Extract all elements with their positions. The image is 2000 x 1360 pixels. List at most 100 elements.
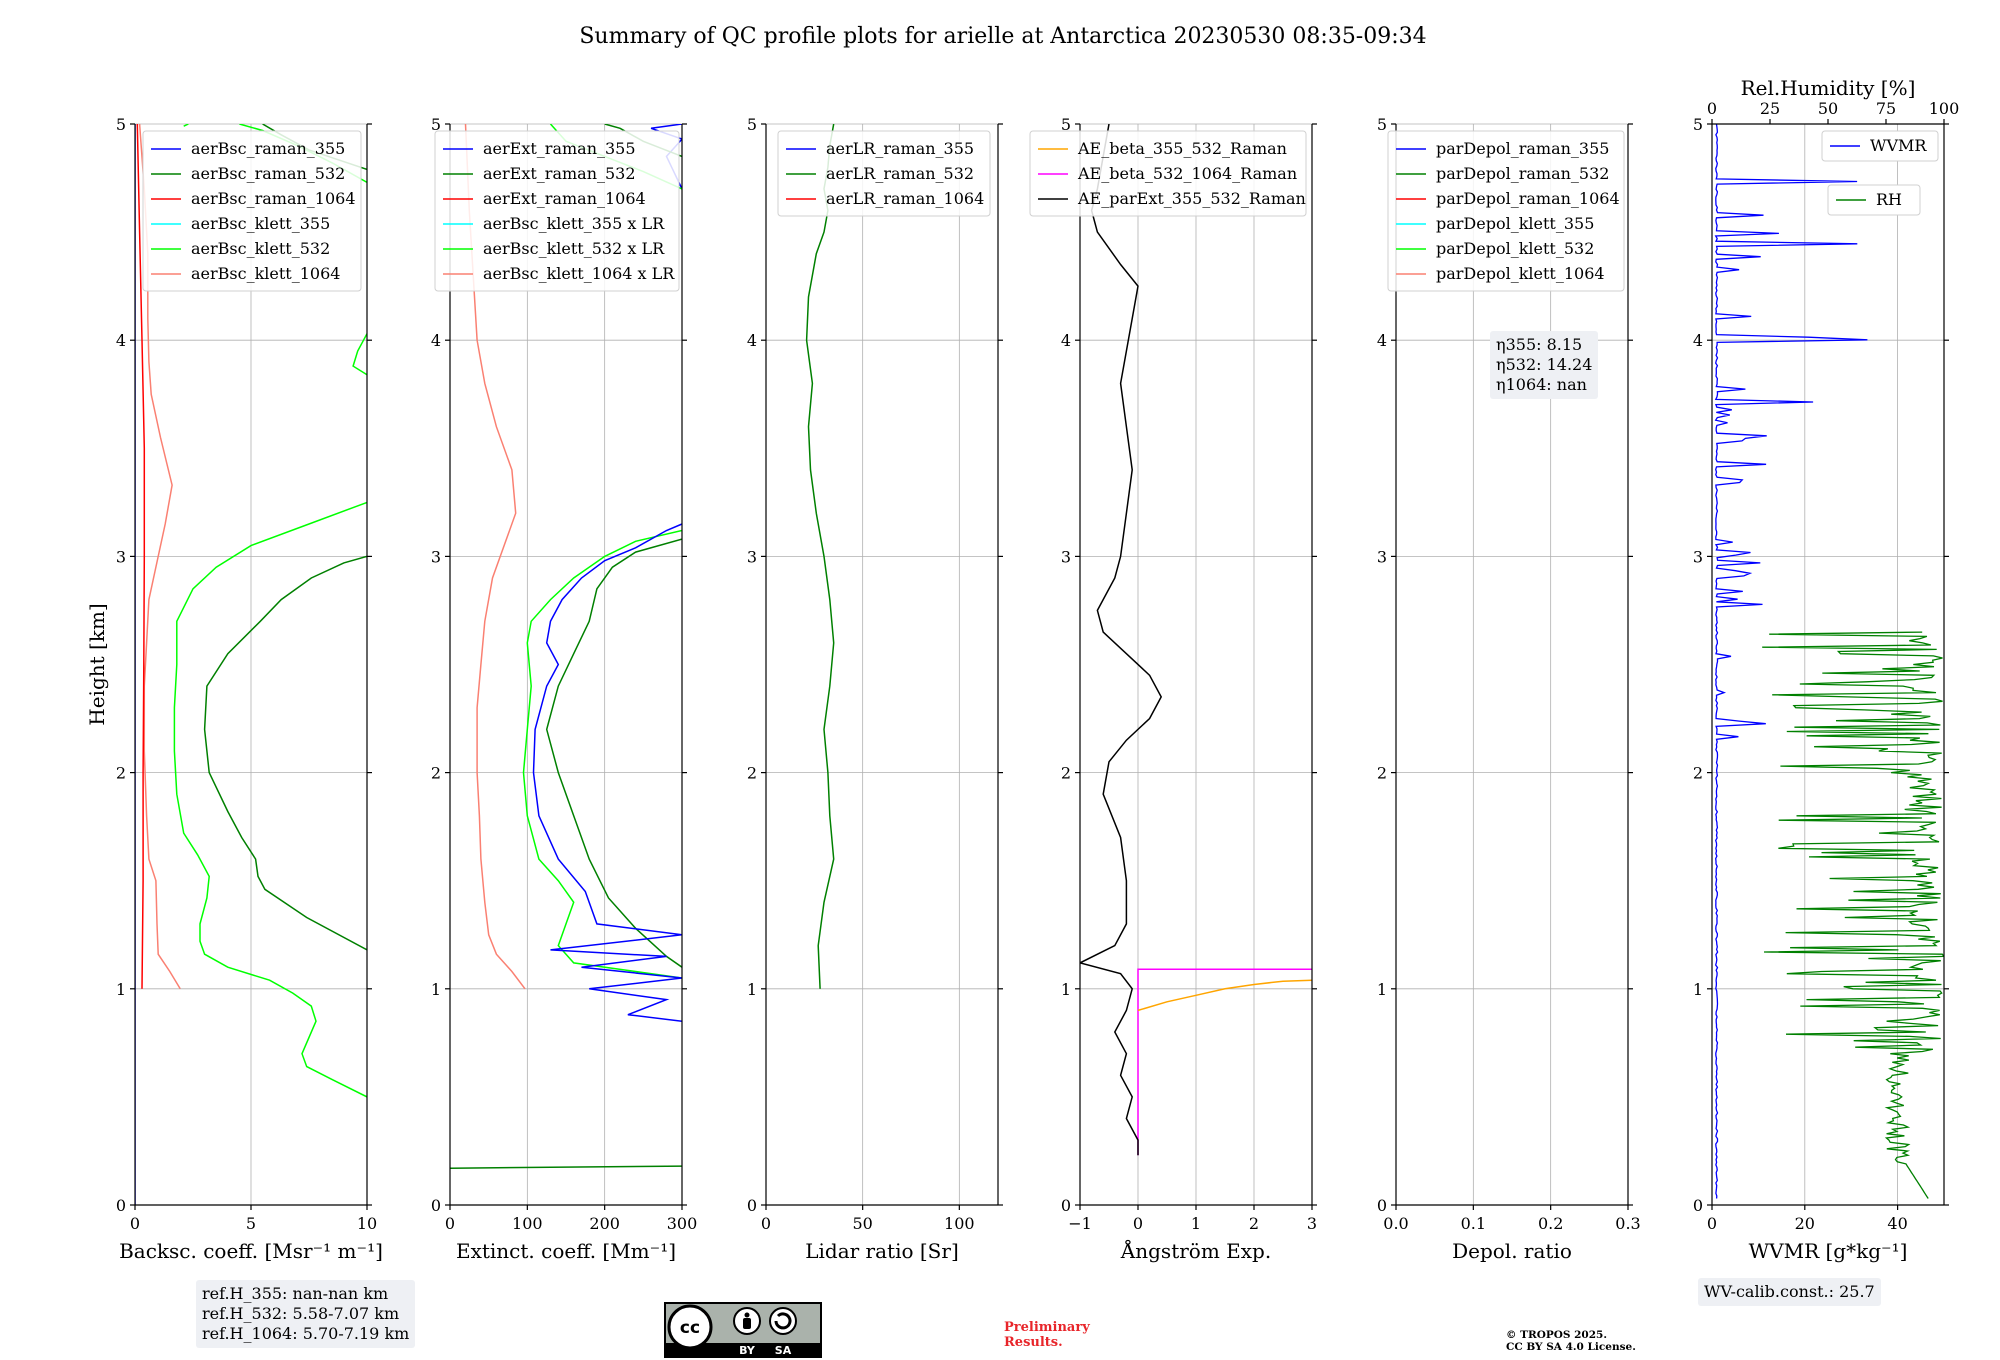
top-x-tick-label: 100 [1929,99,1960,118]
x-tick-label: 2 [1249,1214,1259,1233]
series-line-aerExt_raman_532 [545,538,682,968]
x-tick-label: 0 [445,1214,455,1233]
cc-license-logo: cc BY SA [664,1302,822,1358]
x-tick-label: 10 [357,1214,377,1233]
y-tick-label: 2 [1693,764,1703,783]
preliminary-note: Preliminary Results. [1004,1320,1090,1350]
y-tick-label: 2 [747,764,757,783]
preliminary-line-2: Results. [1004,1335,1063,1350]
series-line-RH [1762,631,1944,1199]
series-line-aerExt_raman_355 [532,523,682,1022]
copyright-note: © TROPOS 2025. CC BY SA 4.0 License. [1506,1329,1636,1353]
y-tick-label: 5 [1693,115,1703,134]
x-tick-label: 5 [246,1214,256,1233]
legend: aerBsc_raman_355 aerBsc_raman_532 aerBsc_r… [142,130,362,292]
x-tick-label: 0.0 [1383,1214,1408,1233]
y-tick-label: 4 [1377,331,1387,350]
x-axis-label: Lidar ratio [Sr] [805,1239,959,1263]
x-axis-label: Ångström Exp. [1120,1238,1271,1263]
series-line-AE_parExt_355_532_Raman [1080,124,1163,1156]
y-tick-label: 4 [1061,331,1071,350]
cc-icon [667,1304,713,1350]
x-axis-label: Depol. ratio [1452,1239,1572,1263]
y-tick-label: 3 [1061,547,1071,566]
x-tick-label: 100 [512,1214,543,1233]
series-line-AE_beta_355_532_Raman [1137,979,1312,1012]
ref-height-1064: ref.H_1064: 5.70-7.19 km [202,1324,410,1343]
x-axis-label: Extinct. coeff. [Mm⁻¹] [456,1239,676,1263]
sa-icon [769,1307,797,1335]
y-tick-label: 0 [1693,1196,1703,1215]
x-axis-label: Backsc. coeff. [Msr⁻¹ m⁻¹] [119,1239,383,1263]
x-tick-label: 0 [130,1214,140,1233]
legend: WVMR RH [1821,130,1939,216]
x-tick-label: 100 [944,1214,975,1233]
x-tick-label: −1 [1068,1214,1092,1233]
series-line-AE_beta_532_1064_Raman [1137,968,1312,1156]
y-tick-label: 3 [116,547,126,566]
legend-entry: aerBsc_klett_532 [191,239,330,258]
legend-entry: aerBsc_raman_1064 [191,189,356,208]
legend-entry: aerBsc_raman_355 [191,139,345,158]
legend-entry: aerBsc_klett_1064 x LR [483,264,675,283]
y-tick-label: 0 [431,1196,441,1215]
legend-entry: parDepol_raman_1064 [1436,189,1620,208]
series-line-aerBsc_raman_1064 [136,124,146,989]
y-tick-label: 0 [1061,1196,1071,1215]
x-axis-label: WVMR [g*kg⁻¹] [1749,1239,1908,1263]
top-x-tick-label: 25 [1760,99,1780,118]
top-x-tick-label: 50 [1818,99,1838,118]
legend-frame [1029,130,1307,217]
series-line-aerBsc_klett_532_top2 [183,124,189,127]
y-tick-label: 4 [431,331,441,350]
y-tick-label: 5 [431,115,441,134]
eta-box: η355: 8.15 η532: 14.24 η1064: nan [1490,331,1599,399]
legend-entry: aerLR_raman_532 [826,164,974,183]
x-tick-label: 0.2 [1538,1214,1563,1233]
legend-entry: parDepol_klett_355 [1436,214,1594,233]
y-tick-label: 2 [431,764,441,783]
y-tick-label: 2 [116,764,126,783]
x-tick-label: 0.3 [1615,1214,1640,1233]
x-tick-label: 20 [1795,1214,1815,1233]
y-tick-label: 0 [747,1196,757,1215]
legend: aerExt_raman_355 aerExt_raman_532 aerExt_r… [434,130,680,292]
x-tick-label: 40 [1887,1214,1907,1233]
legend-entry: AE_parExt_355_532_Raman [1077,189,1306,208]
legend-entry: parDepol_klett_532 [1436,239,1594,258]
y-tick-label: 1 [1061,980,1071,999]
legend-entry: aerExt_raman_355 [483,139,636,158]
y-tick-label: 2 [1377,764,1387,783]
series-line-aerExt_raman_532_low [450,1165,682,1169]
series-line-aerBsc_klett_1064 [138,124,181,990]
legend-entry: aerBsc_klett_532 x LR [483,239,665,258]
legend-entry: aerExt_raman_532 [483,164,636,183]
legend-frame [777,130,991,217]
legend-entry: AE_beta_532_1064_Raman [1077,164,1297,183]
x-tick-label: 0 [1133,1214,1143,1233]
x-tick-label: 300 [667,1214,698,1233]
legend-entry: aerExt_raman_1064 [483,189,646,208]
x-tick-label: 3 [1307,1214,1317,1233]
ref-height-355: ref.H_355: nan-nan km [202,1284,389,1303]
y-tick-label: 1 [431,980,441,999]
eta-1064: η1064: nan [1496,375,1587,394]
eta-532: η532: 14.24 [1496,355,1593,374]
legend-entry: AE_beta_355_532_Raman [1077,139,1287,158]
y-tick-label: 5 [747,115,757,134]
y-tick-label: 0 [116,1196,126,1215]
preliminary-line-1: Preliminary [1004,1320,1090,1335]
y-tick-label: 4 [116,331,126,350]
panel-depol: 0 1 2 3 4 5 0.0 0.1 0.2 0.3 Depol. ratio parDepol_r… [1377,115,1641,1263]
top-x-axis-label: Rel.Humidity [%] [1741,76,1916,100]
legend-entry: aerBsc_klett_1064 [191,264,340,283]
y-tick-label: 3 [431,547,441,566]
copyright-line-1: © TROPOS 2025. [1506,1329,1608,1341]
legend-entry-rh: RH [1876,190,1902,209]
y-tick-label: 1 [1377,980,1387,999]
legend-frame-rh [1827,184,1921,216]
series-group [1714,124,1944,1199]
legend-entry: aerLR_raman_1064 [826,189,984,208]
